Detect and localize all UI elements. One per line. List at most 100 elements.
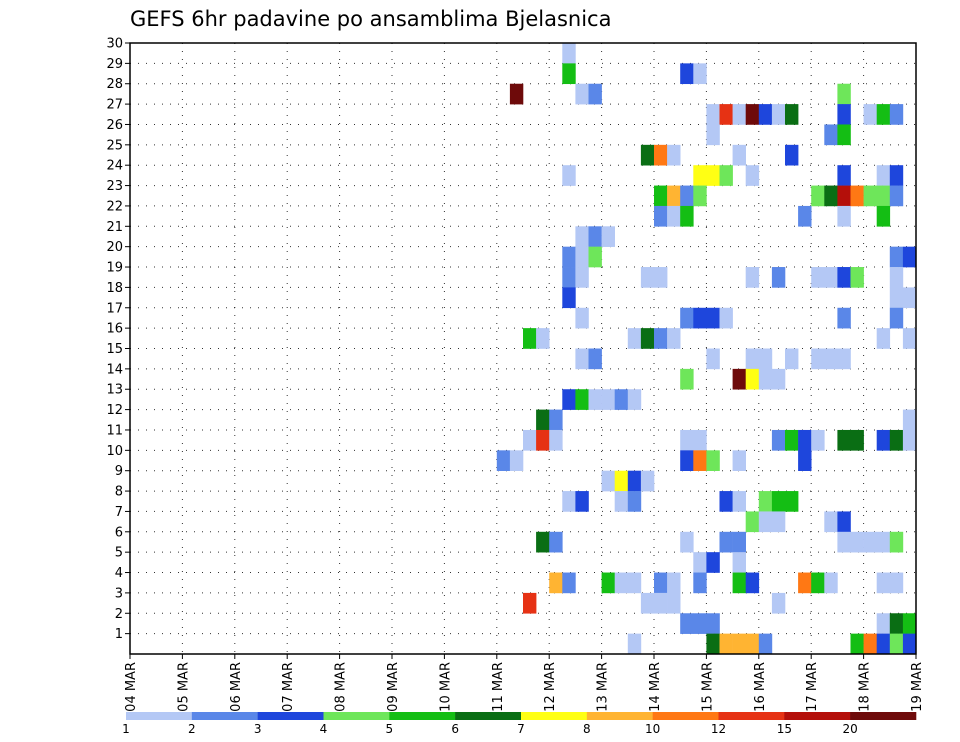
heatmap-cell (549, 531, 563, 553)
heatmap-cell (771, 104, 786, 125)
heatmap-cell (876, 328, 891, 349)
heatmap-cell (562, 165, 576, 186)
heatmap-cell (902, 429, 917, 451)
heatmap-cell (627, 328, 642, 349)
colorbar-label: 3 (254, 722, 262, 736)
heatmap-cell (549, 409, 563, 431)
heatmap-cell (876, 205, 891, 227)
y-tick-label: 15 (106, 342, 123, 357)
y-tick-label: 27 (106, 98, 123, 113)
y-tick-label: 12 (106, 403, 123, 418)
heatmap-cell (824, 348, 838, 370)
y-tick-label: 1 (115, 627, 123, 642)
y-tick-label: 23 (106, 179, 123, 194)
heatmap-cell (654, 205, 668, 227)
heatmap-cell (771, 368, 786, 390)
heatmap-cell (562, 572, 576, 594)
colorbar-label: 5 (386, 722, 394, 736)
y-tick-label: 22 (106, 199, 123, 214)
colorbar-label: 4 (320, 722, 328, 736)
heatmap-cell (758, 511, 773, 533)
heatmap-cell (588, 246, 602, 268)
heatmap-cell (863, 185, 877, 207)
y-tick-label: 7 (115, 505, 123, 520)
heatmap-cell (798, 450, 812, 471)
y-tick-label: 4 (115, 566, 123, 581)
heatmap-cell (562, 246, 576, 268)
y-tick-label: 18 (106, 281, 123, 296)
colorbar-label: 7 (517, 722, 525, 736)
x-tick-label: 13 MAR (596, 662, 611, 712)
heatmap-cell (824, 511, 838, 533)
heatmap-cell (837, 205, 851, 227)
heatmap-cell (706, 613, 720, 634)
heatmap-cell (680, 63, 694, 85)
heatmap-cell (732, 531, 746, 553)
y-tick-label: 24 (106, 159, 123, 174)
x-tick-label: 05 MAR (176, 662, 191, 712)
heatmap-cell (837, 307, 851, 329)
heatmap-cell (785, 429, 799, 451)
heatmap-cell (627, 633, 642, 655)
heatmap-cell (758, 368, 773, 390)
heatmap-cell (863, 633, 877, 655)
colorbar-swatch (389, 712, 456, 720)
heatmap-cell (575, 267, 589, 288)
heatmap-cell (627, 470, 642, 492)
heatmap-cell (745, 633, 760, 655)
y-tick-label: 6 (115, 525, 123, 540)
heatmap-cell (667, 205, 681, 227)
heatmap-cell (758, 348, 773, 370)
heatmap-cell (745, 368, 760, 390)
heatmap-cell (837, 165, 851, 186)
colorbar-label: 8 (583, 722, 591, 736)
x-tick-label: 08 MAR (334, 662, 349, 712)
colorbar-swatch (586, 712, 653, 720)
y-tick-label: 14 (106, 362, 123, 377)
heatmap-cell (706, 552, 720, 573)
y-tick-label: 19 (106, 261, 123, 276)
heatmap-cell (902, 613, 917, 634)
heatmap-cell (837, 83, 851, 105)
heatmap-cell (640, 267, 655, 288)
colorbar-swatch (455, 712, 522, 720)
heatmap-cell (654, 592, 668, 614)
heatmap-cell (523, 429, 537, 451)
colorbar-label: 6 (451, 722, 459, 736)
heatmap-cell (680, 450, 694, 471)
colorbar-swatch (257, 712, 324, 720)
x-tick-label: 11 MAR (491, 662, 506, 712)
heatmap-cell (811, 185, 825, 207)
heatmap-cell (640, 328, 655, 349)
heatmap-cell (693, 429, 707, 451)
heatmap-cell (785, 104, 799, 125)
heatmap-cell (771, 491, 786, 512)
colorbar-swatch (784, 712, 851, 720)
heatmap-cell (719, 104, 733, 125)
heatmap-cell (732, 572, 746, 594)
heatmap-cell (496, 450, 511, 471)
heatmap-cell (811, 267, 825, 288)
y-tick-label: 28 (106, 77, 123, 92)
heatmap-cell (785, 491, 799, 512)
heatmap-cell (863, 104, 877, 125)
colorbar-label: 15 (777, 722, 792, 736)
heatmap-cell (876, 185, 891, 207)
heatmap-cell (876, 633, 891, 655)
heatmap-cell (732, 104, 746, 125)
x-tick-label: 04 MAR (124, 662, 139, 712)
heatmap-cell (732, 633, 746, 655)
y-tick-label: 2 (115, 607, 123, 622)
heatmap-cell (719, 633, 733, 655)
heatmap-cell (562, 63, 576, 85)
heatmap-cell (562, 287, 576, 309)
heatmap-cell (876, 429, 891, 451)
y-tick-label: 3 (115, 586, 123, 601)
heatmap-cell (902, 246, 917, 268)
heatmap-cell (837, 348, 851, 370)
heatmap-cell (614, 470, 629, 492)
heatmap-cell (575, 83, 589, 105)
y-tick-label: 29 (106, 57, 123, 72)
heatmap-cell (693, 165, 707, 186)
